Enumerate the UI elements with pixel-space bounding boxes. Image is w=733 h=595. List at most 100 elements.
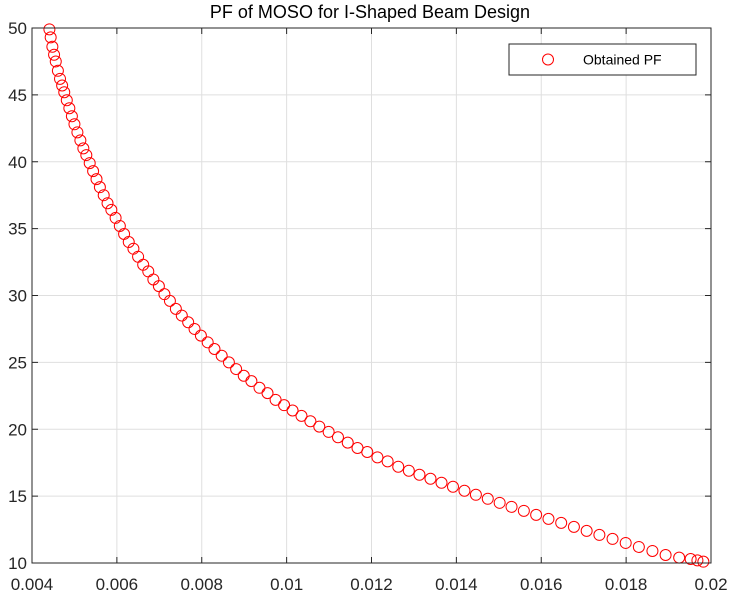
data-point xyxy=(113,219,126,232)
data-point xyxy=(169,302,182,315)
data-point xyxy=(87,165,100,178)
data-point xyxy=(43,23,56,36)
data-point xyxy=(684,552,697,565)
data-point xyxy=(152,280,165,293)
y-tick-label: 35 xyxy=(8,220,27,239)
data-point xyxy=(331,431,344,444)
data-point xyxy=(341,436,354,449)
data-point xyxy=(313,420,326,433)
data-point xyxy=(201,336,214,349)
data-point xyxy=(60,94,73,107)
data-point xyxy=(101,197,114,210)
data-point xyxy=(555,516,568,529)
data-point xyxy=(54,72,67,85)
data-point xyxy=(402,464,415,477)
y-tick-label: 40 xyxy=(8,153,27,172)
data-point xyxy=(517,504,530,517)
data-point xyxy=(295,409,308,422)
data-point xyxy=(269,393,282,406)
y-tick-labels: 10 15 20 25 30 35 40 45 50 xyxy=(8,19,27,573)
data-point xyxy=(77,142,90,155)
data-point xyxy=(567,520,580,533)
data-point xyxy=(46,40,59,53)
data-point xyxy=(361,445,374,458)
data-point xyxy=(109,211,122,224)
data-point xyxy=(381,455,394,468)
data-point xyxy=(322,425,335,438)
data-point xyxy=(697,555,710,568)
data-point xyxy=(593,528,606,541)
legend-box xyxy=(508,43,697,76)
data-points xyxy=(43,23,710,568)
data-point xyxy=(542,512,555,525)
y-tick-label: 20 xyxy=(8,420,27,439)
data-point xyxy=(278,399,291,412)
data-point xyxy=(222,356,235,369)
x-tick-label: 0.016 xyxy=(520,575,563,594)
data-point xyxy=(208,343,221,355)
x-tick-label: 0.004 xyxy=(11,575,54,594)
data-point xyxy=(493,496,506,509)
data-point xyxy=(215,349,228,362)
data-point xyxy=(691,554,704,567)
axis-ticks xyxy=(31,27,712,564)
y-tick-label: 30 xyxy=(8,287,27,306)
x-tick-label: 0.018 xyxy=(605,575,648,594)
x-tick-label: 0.012 xyxy=(350,575,393,594)
data-point xyxy=(505,500,518,513)
data-point xyxy=(413,468,426,481)
data-point xyxy=(49,55,62,68)
data-point xyxy=(261,387,274,400)
data-point xyxy=(68,118,81,131)
legend: Obtained PF xyxy=(508,43,697,76)
data-point xyxy=(606,532,619,545)
data-point xyxy=(304,415,317,428)
x-tick-label: 0.014 xyxy=(435,575,478,594)
y-tick-label: 10 xyxy=(8,554,27,573)
data-point xyxy=(175,309,188,322)
x-tick-label: 0.008 xyxy=(180,575,223,594)
legend-entry-label: Obtained PF xyxy=(583,52,662,68)
data-point xyxy=(659,548,672,561)
data-point xyxy=(97,189,110,202)
y-tick-label: 50 xyxy=(8,19,27,38)
data-point xyxy=(48,48,61,61)
data-point xyxy=(371,451,384,464)
data-point xyxy=(65,110,78,123)
y-tick-label: 15 xyxy=(8,487,27,506)
data-point xyxy=(122,236,135,248)
data-point xyxy=(286,404,299,417)
data-point xyxy=(580,524,593,537)
data-point xyxy=(646,544,659,557)
data-point xyxy=(90,173,103,186)
data-point xyxy=(481,492,494,505)
data-point xyxy=(392,460,405,473)
data-point xyxy=(424,472,437,485)
x-tick-label: 0.01 xyxy=(270,575,303,594)
plot-area: 0.004 0.006 0.008 0.01 0.012 0.014 0.016 0.018 0… xyxy=(8,19,727,594)
data-point xyxy=(530,508,543,521)
data-point xyxy=(63,102,76,115)
data-point xyxy=(44,31,57,44)
data-point xyxy=(632,540,645,553)
data-point xyxy=(163,294,176,307)
x-tick-labels: 0.004 0.006 0.008 0.01 0.012 0.014 0.016 0.018 0… xyxy=(11,575,728,594)
data-point xyxy=(435,476,448,489)
grid-lines xyxy=(32,28,711,563)
data-point xyxy=(188,322,201,335)
data-point xyxy=(619,536,632,549)
y-tick-label: 45 xyxy=(8,86,27,105)
data-point xyxy=(56,79,69,92)
x-tick-label: 0.006 xyxy=(96,575,139,594)
data-point xyxy=(194,329,207,342)
data-point xyxy=(182,316,195,329)
data-point xyxy=(245,375,258,388)
chart-title: PF of MOSO for I-Shaped Beam Design xyxy=(210,2,530,22)
data-point xyxy=(83,157,96,170)
data-point xyxy=(51,64,64,77)
data-point xyxy=(469,488,482,501)
data-point xyxy=(80,149,93,162)
data-point xyxy=(458,484,471,497)
data-point xyxy=(446,480,459,493)
